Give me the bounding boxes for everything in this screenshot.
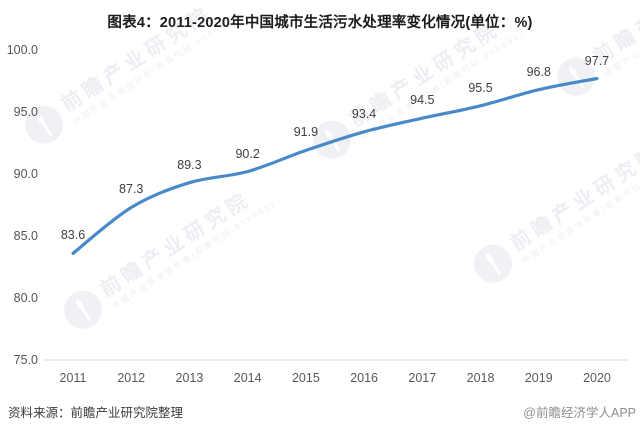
x-tick-label: 2015: [291, 371, 320, 385]
chart-title: 图表4：2011-2020年中国城市生活污水处理率变化情况(单位：%): [107, 15, 533, 31]
y-tick-label: 90.0: [13, 167, 38, 181]
data-label: 90.2: [235, 146, 260, 161]
y-tick-label: 95.0: [13, 105, 38, 119]
data-label: 97.7: [584, 53, 610, 68]
data-label: 96.8: [526, 64, 551, 79]
x-tick-label: 2020: [583, 371, 611, 385]
x-tick-label: 2016: [350, 371, 378, 385]
data-label: 95.5: [468, 80, 493, 95]
data-label: 87.3: [119, 182, 144, 197]
data-label: 91.9: [293, 125, 319, 140]
data-label: 93.4: [351, 106, 377, 121]
source-note: 资料来源：前瞻产业研究院整理: [8, 406, 184, 420]
x-tick-label: 2018: [466, 371, 495, 385]
credit-note: @前瞻经济学人APP: [523, 406, 636, 420]
y-tick-label: 100.0: [6, 43, 38, 57]
y-tick-label: 85.0: [13, 229, 38, 243]
x-tick-label: 2013: [175, 371, 204, 385]
data-label: 83.6: [60, 228, 86, 243]
x-tick-label: 2012: [117, 371, 146, 385]
y-tick-label: 75.0: [13, 353, 38, 367]
y-tick-label: 80.0: [13, 291, 38, 305]
x-tick-label: 2014: [233, 371, 262, 385]
data-label: 89.3: [177, 157, 202, 172]
x-tick-label: 2019: [524, 371, 553, 385]
x-tick-label: 2017: [408, 371, 437, 385]
series-line: [71, 76, 599, 255]
x-tick-label: 2011: [59, 371, 87, 385]
data-label: 94.5: [410, 93, 435, 108]
